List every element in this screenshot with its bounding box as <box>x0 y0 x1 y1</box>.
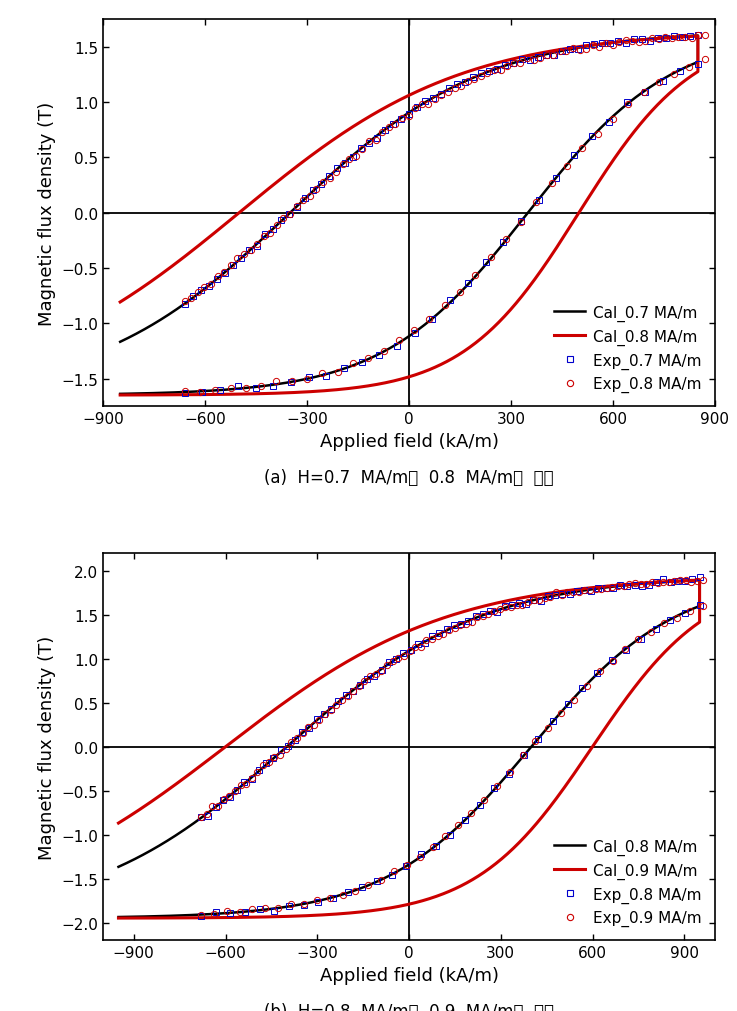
Text: (b)  H=0.8  MA/m와  0.9  MA/m인  경우: (b) H=0.8 MA/m와 0.9 MA/m인 경우 <box>264 1002 554 1011</box>
Y-axis label: Magnetic flux density (T): Magnetic flux density (T) <box>38 635 56 859</box>
X-axis label: Applied field (kA/m): Applied field (kA/m) <box>320 966 498 984</box>
Legend: Cal_0.7 MA/m, Cal_0.8 MA/m, Exp_0.7 MA/m, Exp_0.8 MA/m: Cal_0.7 MA/m, Cal_0.8 MA/m, Exp_0.7 MA/m… <box>548 299 708 399</box>
Y-axis label: Magnetic flux density (T): Magnetic flux density (T) <box>38 101 56 326</box>
X-axis label: Applied field (kA/m): Applied field (kA/m) <box>320 432 498 450</box>
Legend: Cal_0.8 MA/m, Cal_0.9 MA/m, Exp_0.8 MA/m, Exp_0.9 MA/m: Cal_0.8 MA/m, Cal_0.9 MA/m, Exp_0.8 MA/m… <box>548 833 708 932</box>
Text: (a)  H=0.7  MA/m와  0.8  MA/m인  경우: (a) H=0.7 MA/m와 0.8 MA/m인 경우 <box>265 469 553 486</box>
